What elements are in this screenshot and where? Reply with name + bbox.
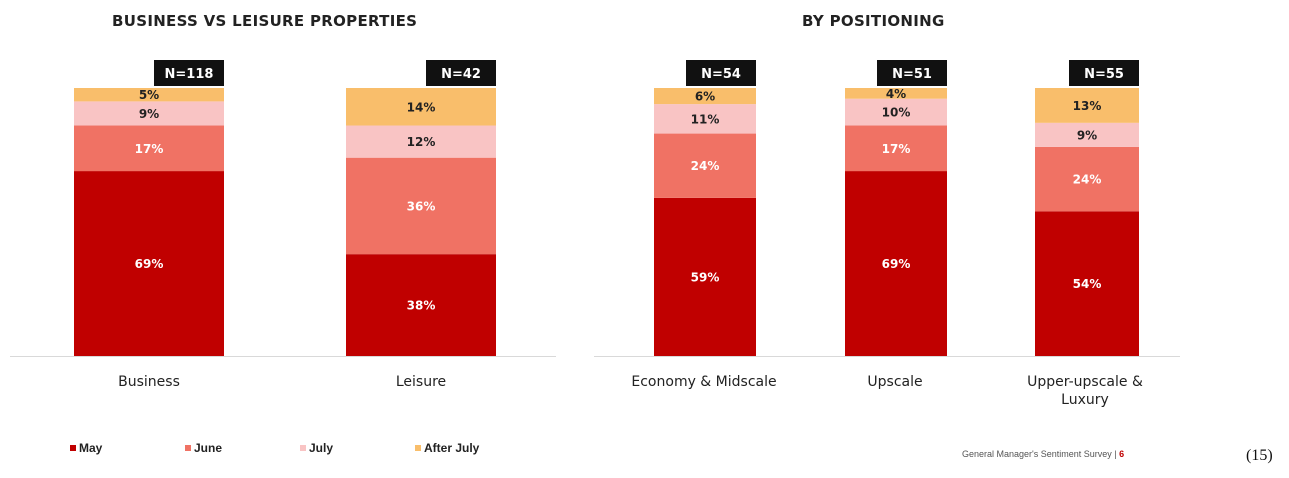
bar-segment-may	[74, 171, 224, 356]
sample-size-label: N=54	[701, 67, 741, 82]
bar-segment-may	[654, 197, 756, 356]
category-label-upscale: Upscale	[867, 374, 923, 390]
data-label: 38%	[407, 299, 436, 313]
legend-item-june: June	[185, 441, 300, 455]
data-label: 69%	[882, 257, 911, 271]
category-label-economy-midscale: Economy & Midscale	[631, 374, 777, 390]
legend-item-july: July	[300, 441, 415, 455]
bar-segment-july	[654, 104, 756, 134]
data-label: 17%	[135, 142, 164, 156]
data-label: 54%	[1073, 277, 1102, 291]
side-page-number: (15)	[1246, 447, 1273, 464]
data-label: 6%	[695, 90, 715, 104]
footer-text: General Manager's Sentiment Survey |	[962, 449, 1120, 459]
left-chart-title: BUSINESS VS LEISURE PROPERTIES	[112, 12, 418, 30]
bar-segment-june	[845, 125, 947, 172]
bar-segment-after-july	[845, 88, 947, 99]
category-label-upper-upscale-luxury: Upper-upscale & Luxury	[985, 373, 1185, 409]
category-label-line: Luxury	[1061, 392, 1109, 408]
data-label: 24%	[691, 159, 720, 173]
data-label: 59%	[691, 270, 720, 284]
data-label: 69%	[135, 257, 164, 271]
legend-swatch-may	[70, 445, 76, 451]
data-label: 10%	[882, 106, 911, 120]
bar-segment-after-july	[346, 88, 496, 126]
data-label: 36%	[407, 199, 436, 213]
legend-item-may: May	[70, 441, 185, 455]
sample-size-label: N=55	[1084, 67, 1124, 82]
sample-size-box	[1069, 60, 1139, 86]
category-label-leisure: Leisure	[395, 374, 447, 390]
bar-segment-may	[845, 171, 947, 356]
legend-swatch-after-july	[415, 445, 421, 451]
legend-label: July	[309, 441, 334, 455]
data-label: 24%	[1073, 173, 1102, 187]
sample-size-box	[426, 60, 496, 86]
sample-size-label: N=51	[892, 67, 932, 82]
data-label: 13%	[1073, 99, 1102, 113]
right-chart-title: BY POSITIONING	[802, 12, 945, 30]
data-label: 4%	[886, 87, 906, 101]
sample-size-label: N=118	[165, 67, 214, 82]
bar-segment-june	[1035, 146, 1139, 212]
bar-segment-may	[1035, 211, 1139, 356]
category-label-business: Business	[118, 374, 180, 390]
bar-segment-after-july	[1035, 88, 1139, 123]
bar-segment-july	[1035, 122, 1139, 147]
legend-label: May	[79, 441, 103, 455]
data-label: 17%	[882, 142, 911, 156]
data-label: 9%	[1077, 128, 1097, 142]
legend: May June July After July	[70, 441, 530, 455]
legend-swatch-july	[300, 445, 306, 451]
footer: General Manager's Sentiment Survey | 6	[962, 449, 1124, 459]
bar-segment-may	[346, 254, 496, 356]
bar-segment-july	[845, 98, 947, 126]
data-label: 5%	[139, 88, 159, 102]
bar-segment-after-july	[74, 88, 224, 102]
legend-label: After July	[424, 441, 480, 455]
data-label: 14%	[407, 100, 436, 114]
sample-size-label: N=42	[441, 67, 481, 82]
legend-item-after-july: After July	[415, 441, 530, 455]
sample-size-box	[877, 60, 947, 86]
category-label-line: Upper-upscale &	[1027, 374, 1143, 390]
bar-segment-after-july	[654, 88, 756, 105]
data-label: 11%	[691, 112, 720, 126]
sample-size-box	[154, 60, 224, 86]
bar-segment-july	[74, 101, 224, 126]
bar-segment-july	[346, 125, 496, 158]
footer-page-number: 6	[1119, 449, 1125, 459]
bar-segment-june	[346, 157, 496, 255]
legend-label: June	[194, 441, 223, 455]
legend-swatch-june	[185, 445, 191, 451]
data-label: 9%	[139, 107, 159, 121]
sample-size-box	[686, 60, 756, 86]
data-label: 12%	[407, 135, 436, 149]
bar-segment-june	[654, 133, 756, 198]
bar-segment-june	[74, 125, 224, 172]
